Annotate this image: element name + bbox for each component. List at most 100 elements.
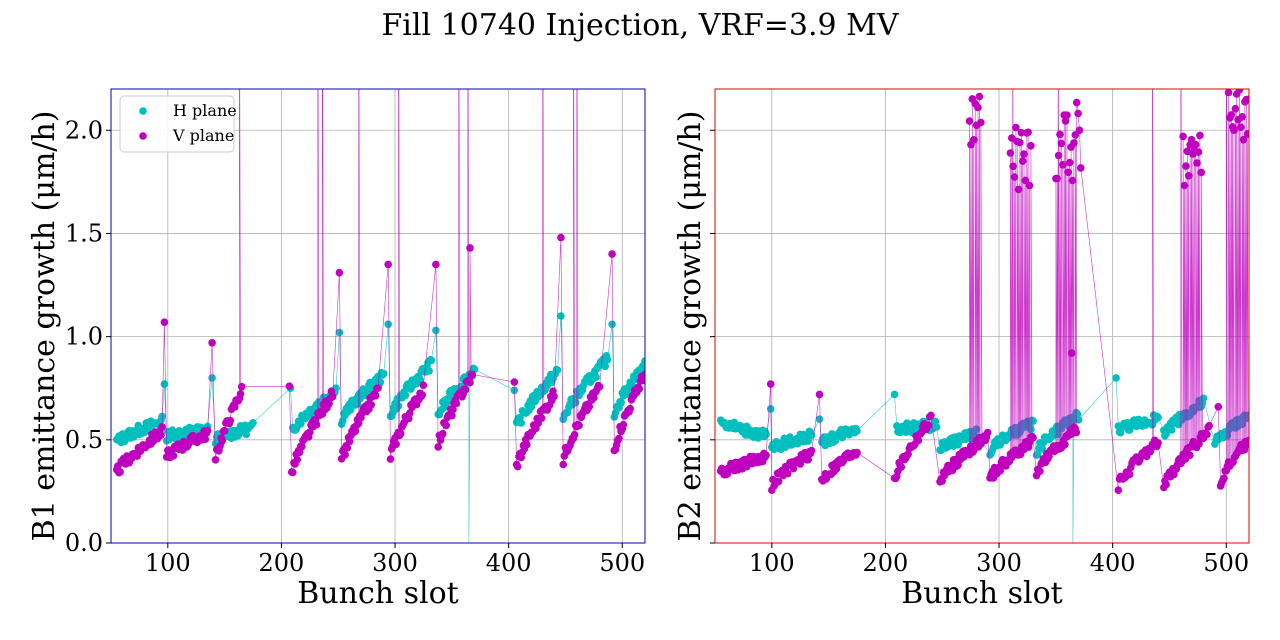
data-point: [932, 423, 941, 431]
data-point: [157, 431, 165, 439]
data-point: [439, 429, 447, 438]
data-point: [601, 362, 609, 371]
data-point: [1012, 123, 1020, 132]
data-point: [1010, 173, 1019, 181]
data-point: [298, 442, 306, 451]
y-tick-label: 1.0: [65, 323, 103, 351]
data-point: [1009, 162, 1017, 171]
data-point: [386, 455, 395, 463]
data-point: [384, 320, 393, 329]
data-point: [575, 421, 583, 430]
series-line: [720, 89, 1249, 491]
data-point: [1027, 142, 1035, 150]
data-point: [1029, 417, 1037, 425]
data-point: [418, 391, 427, 399]
x-tick-label: 500: [1203, 549, 1249, 577]
data-point: [1193, 159, 1201, 167]
y-tick-label: 0.0: [65, 529, 103, 557]
data-point: [231, 403, 239, 411]
data-point: [328, 392, 337, 401]
data-point: [571, 398, 580, 407]
data-point: [550, 392, 558, 401]
data-area: [112, 89, 645, 543]
data-point: [766, 380, 775, 388]
y-tick-label: 2.0: [65, 116, 103, 144]
data-point: [1072, 428, 1081, 437]
data-point: [1154, 439, 1162, 447]
data-point: [371, 391, 380, 400]
data-point: [237, 382, 246, 391]
data-point: [1074, 109, 1082, 118]
data-point: [211, 456, 220, 464]
data-point: [1112, 374, 1120, 382]
data-point: [1033, 450, 1042, 459]
data-point: [965, 117, 974, 125]
data-point: [1059, 161, 1067, 169]
data-point: [557, 312, 565, 320]
data-point: [617, 398, 625, 407]
data-point: [1068, 349, 1076, 357]
data-point: [559, 460, 567, 469]
data-point: [635, 385, 644, 393]
ticks: 100 200 300 400 500: [710, 129, 1249, 577]
data-point: [468, 370, 477, 379]
data-point: [1024, 128, 1032, 137]
data-point: [293, 455, 302, 464]
data-point: [285, 382, 294, 391]
series-line: [116, 89, 645, 474]
data-point: [384, 260, 393, 269]
data-point: [432, 326, 440, 335]
data-point: [615, 434, 623, 443]
data-point: [783, 469, 792, 478]
data-point: [1224, 89, 1233, 97]
data-point: [1203, 430, 1211, 439]
data-point: [1167, 426, 1176, 434]
data-point: [557, 233, 565, 242]
data-point: [367, 401, 376, 409]
data-point: [983, 428, 992, 437]
ticks: 100 200 300 400 500 0.0 0.5 1.0 1.5 2.0: [65, 116, 645, 577]
data-point: [590, 393, 598, 402]
data-point: [335, 328, 344, 337]
y-tick-label: 0.5: [65, 426, 103, 454]
data-point: [1064, 168, 1073, 177]
x-tick-label: 200: [259, 549, 305, 577]
data-point: [1186, 451, 1194, 460]
legend-marker: [139, 107, 147, 115]
data-point: [434, 443, 443, 451]
data-point: [608, 250, 616, 258]
data-point: [306, 428, 314, 436]
data-point: [815, 415, 824, 424]
data-point: [379, 369, 388, 378]
data-point: [762, 430, 770, 439]
data-point: [585, 402, 594, 411]
data-point: [1125, 470, 1134, 479]
legend-label: H plane: [173, 101, 237, 120]
data-point: [396, 429, 405, 438]
data-point: [1038, 445, 1046, 453]
data-point: [641, 370, 645, 379]
data-point: [203, 426, 212, 435]
data-point: [1243, 130, 1249, 138]
data-point: [416, 376, 424, 384]
data-point: [1053, 174, 1061, 183]
v-plane-series: [716, 89, 1249, 495]
data-point: [1205, 421, 1213, 430]
data-point: [1029, 434, 1037, 442]
data-point: [595, 383, 604, 391]
data-point: [249, 419, 257, 427]
data-point: [1074, 416, 1083, 424]
data-point: [641, 357, 645, 365]
grid: [111, 89, 645, 544]
data-point: [517, 419, 525, 427]
x-tick-label: 300: [976, 549, 1022, 577]
data-point: [449, 405, 457, 414]
x-tick-label: 400: [486, 549, 532, 577]
data-point: [201, 435, 210, 444]
data-point: [1245, 95, 1249, 104]
data-point: [1014, 185, 1023, 194]
data-point: [208, 374, 216, 382]
data-point: [1061, 440, 1069, 449]
data-point: [312, 420, 321, 429]
data-point: [924, 421, 933, 430]
